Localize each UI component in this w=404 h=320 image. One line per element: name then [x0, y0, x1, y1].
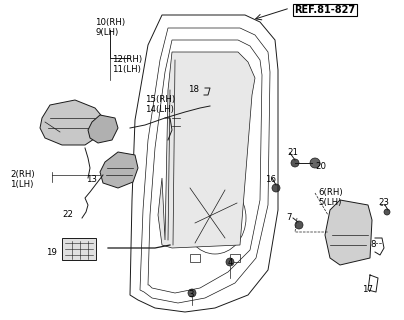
Circle shape [196, 214, 204, 222]
Text: 18: 18 [188, 85, 199, 94]
Text: 22: 22 [62, 210, 73, 219]
Circle shape [188, 289, 196, 297]
Text: 11(LH): 11(LH) [112, 65, 141, 74]
Circle shape [211, 236, 219, 244]
Circle shape [204, 88, 210, 94]
Polygon shape [40, 100, 105, 145]
Text: 20: 20 [315, 162, 326, 171]
Circle shape [210, 190, 220, 200]
Text: 21: 21 [287, 148, 298, 157]
Text: 16: 16 [265, 175, 276, 184]
Bar [190, 171, 200, 179]
Circle shape [169, 116, 181, 128]
Text: 23: 23 [378, 198, 389, 207]
Text: 1(LH): 1(LH) [10, 180, 34, 189]
Polygon shape [325, 200, 372, 265]
Circle shape [116, 158, 124, 166]
Text: 2(RH): 2(RH) [10, 170, 35, 179]
Text: 17: 17 [362, 285, 373, 294]
Text: 15(RH): 15(RH) [145, 95, 175, 104]
Polygon shape [100, 152, 138, 188]
Circle shape [384, 209, 390, 215]
Text: 5(LH): 5(LH) [318, 198, 341, 207]
Bar [190, 254, 200, 262]
Text: REF.81-827: REF.81-827 [294, 5, 355, 15]
Circle shape [226, 258, 234, 266]
Circle shape [226, 214, 234, 222]
Text: 12(RH): 12(RH) [112, 55, 142, 64]
Circle shape [310, 158, 320, 168]
Circle shape [295, 221, 303, 229]
Text: 9(LH): 9(LH) [95, 28, 118, 37]
Circle shape [272, 184, 280, 192]
Text: 14(LH): 14(LH) [145, 105, 174, 114]
Text: 3: 3 [188, 290, 194, 299]
Circle shape [291, 159, 299, 167]
Bar [230, 171, 240, 179]
Bar [230, 254, 240, 262]
Polygon shape [88, 115, 118, 143]
Circle shape [117, 177, 123, 183]
Text: 6(RH): 6(RH) [318, 188, 343, 197]
Polygon shape [158, 52, 255, 248]
Text: 13: 13 [86, 175, 97, 184]
Bar [62, 238, 96, 260]
Text: 10(RH): 10(RH) [95, 18, 125, 27]
Text: 7: 7 [286, 213, 292, 222]
Circle shape [346, 226, 354, 234]
Circle shape [347, 245, 353, 251]
Text: 4: 4 [228, 258, 234, 267]
Text: 8: 8 [370, 240, 375, 249]
Text: 19: 19 [46, 248, 57, 257]
